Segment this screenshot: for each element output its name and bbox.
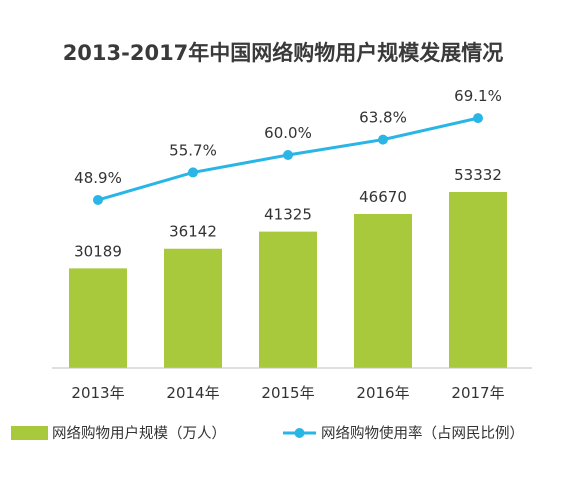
- bar-value-label-4: 53332: [454, 166, 502, 184]
- line-value-label-1: 55.7%: [169, 141, 217, 159]
- x-tick-label-4: 2017年: [451, 384, 504, 402]
- line-point-1: [188, 167, 198, 178]
- chart-title: 2013-2017年中国网络购物用户规模发展情况: [63, 41, 504, 65]
- legend-line-marker: [294, 428, 305, 438]
- ticks-layer: 2013年 2014年 2015年 2016年 2017年: [71, 384, 504, 402]
- line-value-label-3: 63.8%: [359, 109, 407, 127]
- line-value-label-2: 60.0%: [264, 124, 312, 142]
- bar-labels-layer: 30189 36142 41325 46670 53332: [74, 166, 502, 260]
- line-value-label-0: 48.9%: [74, 169, 122, 187]
- bar-2: [259, 231, 317, 368]
- bar-value-label-3: 46670: [359, 188, 407, 206]
- bar-0: [69, 268, 127, 368]
- bar-3: [354, 213, 412, 368]
- bar-value-label-0: 30189: [74, 242, 122, 260]
- legend-bar-swatch: [11, 426, 48, 440]
- bar-value-label-1: 36142: [169, 223, 217, 241]
- line-point-2: [283, 150, 293, 160]
- line-point-0: [93, 194, 103, 205]
- line-point-3: [378, 134, 388, 145]
- line-point-4: [473, 113, 483, 124]
- x-tick-label-3: 2016年: [356, 384, 409, 402]
- bar-1: [164, 248, 222, 368]
- line-value-label-4: 69.1%: [454, 87, 502, 105]
- bar-4: [449, 192, 507, 368]
- bars-layer: [69, 192, 507, 368]
- line-labels-layer: 48.9% 55.7% 60.0% 63.8% 69.1%: [74, 87, 502, 187]
- x-tick-label-1: 2014年: [166, 384, 219, 402]
- bar-value-label-2: 41325: [264, 206, 312, 224]
- legend: 网络购物用户规模（万人） 网络购物使用率（占网民比例）: [11, 425, 524, 442]
- x-tick-label-2: 2015年: [261, 384, 314, 402]
- line-layer: [93, 113, 483, 205]
- legend-bar-label: 网络购物用户规模（万人）: [52, 425, 226, 442]
- x-tick-label-0: 2013年: [71, 384, 124, 402]
- legend-line-label: 网络购物使用率（占网民比例）: [321, 425, 524, 442]
